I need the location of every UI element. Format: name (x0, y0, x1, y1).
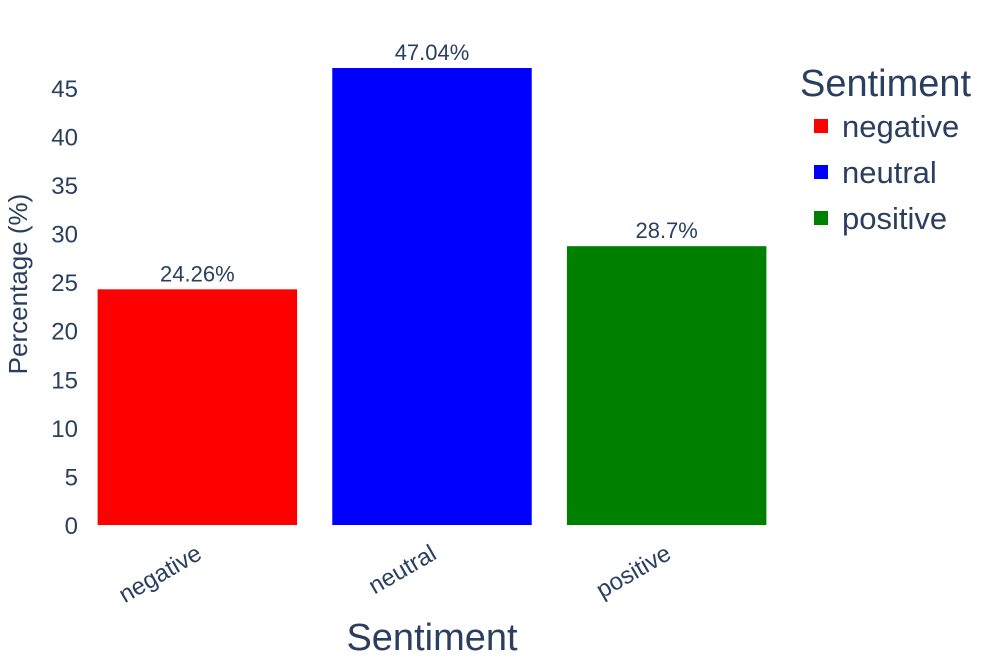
bar-value-label-positive: 28.7% (635, 218, 697, 243)
y-tick-label: 20 (51, 319, 78, 346)
y-tick-label: 40 (51, 124, 78, 151)
legend-swatch-negative (814, 119, 828, 133)
y-tick-label: 5 (65, 464, 78, 491)
bar-value-label-negative: 24.26% (160, 261, 235, 286)
y-axis-ticks: 0 5 10 15 20 25 30 35 40 45 (51, 76, 78, 540)
x-tick-label-neutral: neutral (364, 540, 441, 600)
y-axis-title: Percentage (%) (3, 194, 33, 375)
y-tick-label: 35 (51, 173, 78, 200)
legend: Sentiment negative neutral positive (800, 63, 972, 236)
data-labels: 24.26% 47.04% 28.7% (160, 40, 698, 286)
bar-negative (97, 289, 298, 525)
bar-value-label-neutral: 47.04% (395, 40, 470, 65)
x-axis-ticks: negative neutral positive (114, 540, 675, 609)
bar-group (97, 68, 767, 525)
y-tick-label: 45 (51, 76, 78, 103)
y-tick-label: 0 (65, 513, 78, 540)
legend-items: negative neutral positive (814, 109, 959, 236)
legend-label-positive: positive (842, 201, 947, 236)
bar-neutral (332, 68, 532, 525)
y-tick-label: 10 (51, 416, 78, 443)
x-tick-label-negative: negative (114, 540, 206, 609)
x-tick-label-positive: positive (592, 540, 676, 604)
legend-swatch-neutral (814, 165, 828, 179)
legend-label-neutral: neutral (842, 155, 937, 190)
legend-label-negative: negative (842, 109, 959, 144)
legend-swatch-positive (814, 211, 828, 225)
x-axis-title: Sentiment (346, 617, 518, 659)
bar-positive (566, 246, 767, 525)
y-tick-label: 15 (51, 367, 78, 394)
y-tick-label: 30 (51, 222, 78, 249)
legend-title: Sentiment (800, 63, 972, 105)
y-tick-label: 25 (51, 270, 78, 297)
